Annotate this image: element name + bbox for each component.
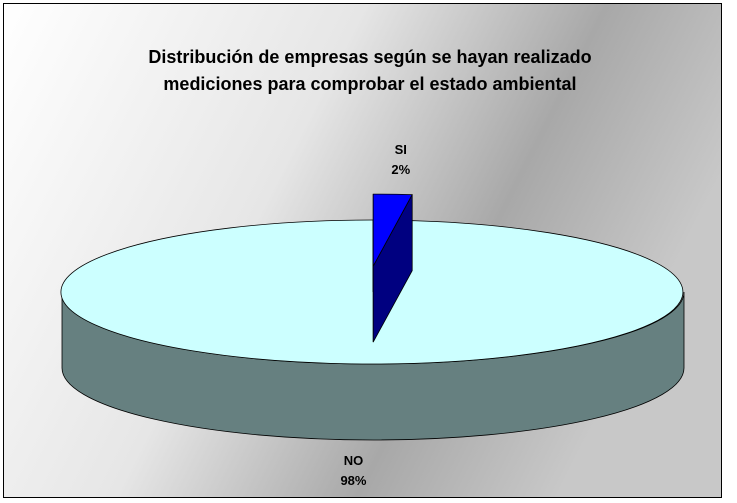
slice [60,219,684,365]
slice [372,193,413,267]
data-label-value: 2% [391,162,410,177]
data-label-category: NO [344,453,364,468]
data-label-category: SI [395,142,407,157]
data-label-value: 98% [340,473,366,488]
chart-title: Distribución de empresas según se hayan … [148,47,592,94]
